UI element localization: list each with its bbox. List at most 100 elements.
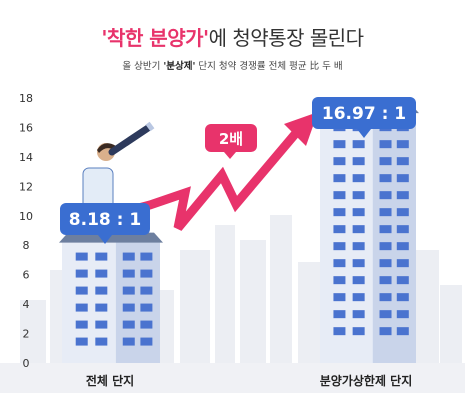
window — [333, 327, 346, 336]
window — [95, 320, 108, 329]
window — [333, 259, 346, 268]
subtitle-before: 올 상반기 — [122, 61, 164, 72]
window — [352, 140, 365, 149]
skyline-building — [270, 215, 292, 383]
window — [333, 191, 346, 200]
badge-box — [205, 124, 257, 152]
skyline-building — [180, 250, 210, 383]
value-label-pointer — [98, 235, 112, 244]
window — [379, 293, 392, 302]
chart-title: '착한 분양가'에 청약통장 몰린다 — [0, 22, 465, 51]
telescope — [108, 124, 152, 156]
category-labels: 전체 단지 분양가상한제 단지 — [86, 373, 412, 388]
window — [122, 269, 135, 278]
value-label-box — [312, 97, 416, 129]
window — [396, 174, 409, 183]
window — [352, 157, 365, 166]
window — [396, 225, 409, 234]
bar-building — [317, 103, 419, 364]
y-tick-label: 0 — [23, 357, 30, 370]
window — [379, 208, 392, 217]
skyline-building — [415, 250, 439, 383]
y-tick-label: 8 — [23, 239, 30, 252]
ground — [0, 363, 465, 393]
skyline-building — [298, 262, 322, 383]
window — [352, 225, 365, 234]
y-tick-label: 18 — [19, 92, 33, 105]
window — [75, 320, 88, 329]
window — [379, 225, 392, 234]
multiplier-badge: 2배 — [205, 124, 257, 159]
title-quote-open: ' — [101, 26, 108, 50]
y-tick-label: 2 — [23, 328, 30, 341]
window — [140, 320, 153, 329]
window — [140, 252, 153, 261]
chart-subtitle: 올 상반기 '분상제' 단지 청약 경쟁률 전체 평균 比 두 배 — [0, 58, 465, 72]
window — [396, 293, 409, 302]
bar-side — [372, 113, 416, 364]
value-label-box — [60, 203, 150, 235]
badge-text: 2배 — [219, 130, 243, 148]
window — [379, 310, 392, 319]
growth-arrow-line — [110, 130, 300, 231]
window — [379, 157, 392, 166]
window — [333, 140, 346, 149]
y-tick-label: 4 — [23, 298, 30, 311]
window — [75, 286, 88, 295]
window — [396, 191, 409, 200]
window — [140, 303, 153, 312]
value-label: 16.97 : 1 — [322, 104, 406, 124]
window — [352, 310, 365, 319]
window — [333, 242, 346, 251]
window — [122, 303, 135, 312]
window — [140, 269, 153, 278]
title-quote-close: ' — [203, 26, 209, 50]
window — [75, 252, 88, 261]
badge-pointer — [224, 152, 236, 159]
value-label: 8.18 : 1 — [69, 210, 141, 230]
window — [379, 242, 392, 251]
window — [95, 252, 108, 261]
window — [140, 286, 153, 295]
window — [379, 276, 392, 285]
window — [396, 259, 409, 268]
title-rest: 에 청약통장 몰린다 — [208, 26, 364, 50]
window — [352, 276, 365, 285]
window — [396, 310, 409, 319]
person-hair — [97, 143, 116, 153]
window — [333, 174, 346, 183]
subtitle-after: 단지 청약 경쟁률 전체 평균 比 두 배 — [195, 61, 343, 72]
window — [352, 191, 365, 200]
window — [396, 242, 409, 251]
window — [396, 208, 409, 217]
window — [379, 191, 392, 200]
growth-arrow — [110, 112, 318, 231]
window — [352, 327, 365, 336]
window — [95, 303, 108, 312]
title-highlight: 착한 분양가 — [107, 26, 204, 50]
value-labels: 8.18 : 1 16.97 : 1 — [60, 97, 416, 244]
y-tick-label: 16 — [19, 121, 33, 134]
y-axis: 0 2 4 6 8 10 12 14 16 18 — [19, 92, 33, 370]
skyline-building — [440, 285, 462, 383]
window — [396, 327, 409, 336]
category-label: 분양가상한제 단지 — [320, 373, 413, 388]
window — [379, 174, 392, 183]
skyline-building — [240, 240, 266, 383]
category-label: 전체 단지 — [86, 373, 134, 388]
window — [75, 337, 88, 346]
bar-building — [59, 232, 163, 363]
window — [122, 320, 135, 329]
window — [75, 269, 88, 278]
window — [379, 259, 392, 268]
window — [352, 174, 365, 183]
window — [352, 293, 365, 302]
window — [352, 242, 365, 251]
window — [333, 293, 346, 302]
window — [333, 208, 346, 217]
y-tick-label: 10 — [19, 210, 33, 223]
window — [352, 208, 365, 217]
window — [333, 225, 346, 234]
window — [122, 286, 135, 295]
